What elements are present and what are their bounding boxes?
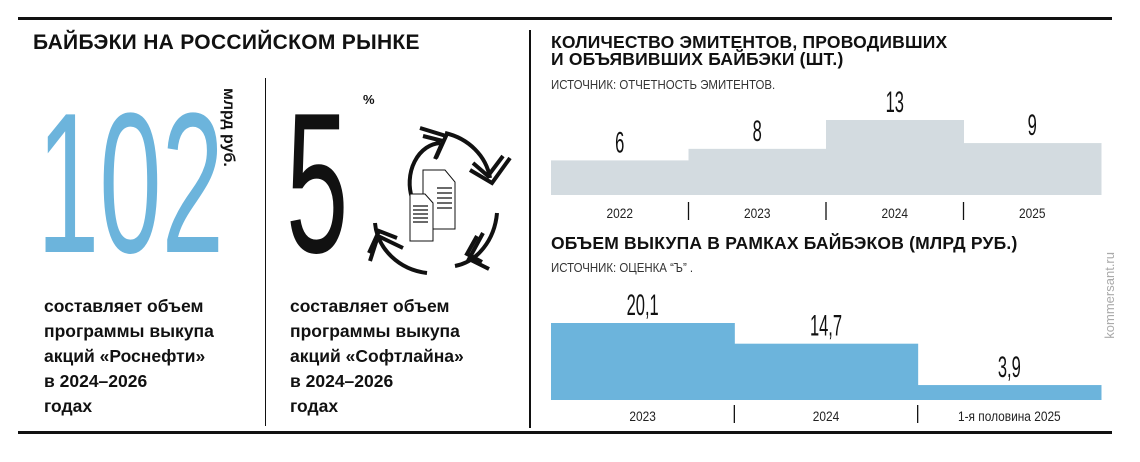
bar-2025: [963, 143, 1102, 195]
bottom-rule: [18, 431, 1112, 434]
top-rule: [18, 17, 1112, 20]
chart1-title-line: КОЛИЧЕСТВО ЭМИТЕНТОВ, ПРОВОДИВШИХ: [551, 32, 948, 52]
bar-2024: [826, 120, 964, 195]
data-label: 13: [886, 86, 904, 119]
bar-2024: [734, 343, 919, 400]
bar-1-я половина 2025: [917, 385, 1102, 400]
category-label: 2022: [607, 205, 633, 221]
category-label: 2024: [813, 408, 839, 424]
category-label: 2023: [629, 408, 655, 424]
bar-2023: [688, 148, 827, 195]
data-label: 6: [615, 126, 624, 159]
chart2-title-line: ОБЪЕМ ВЫКУПА В РАМКАХ БАЙБЭКОВ (МЛРД РУБ…: [551, 233, 1018, 253]
bar-2023: [551, 323, 735, 400]
data-label: 3,9: [998, 351, 1021, 384]
data-label: 14,7: [810, 310, 842, 343]
chart1-title-line: И ОБЪЯВИВШИХ БАЙБЭКИ (ШТ.): [551, 49, 844, 69]
category-label: 2024: [882, 205, 908, 221]
data-label: 9: [1028, 109, 1037, 142]
chart2-title: ОБЪЕМ ВЫКУПА В РАМКАХ БАЙБЭКОВ (МЛРД РУБ…: [551, 233, 1018, 253]
data-label: 20,1: [627, 289, 659, 322]
bar-2022: [551, 160, 689, 195]
chart2-source: ИСТОЧНИК: ОЦЕНКА “Ъ” .: [551, 260, 694, 275]
category-label: 2025: [1019, 205, 1045, 221]
stat-value-rosneft: 102: [37, 72, 224, 295]
chart1-source: ИСТОЧНИК: ОТЧЕТНОСТЬ ЭМИТЕНТОВ.: [551, 77, 776, 92]
data-label: 8: [753, 115, 762, 148]
stat-description-rosneft: составляет объем программы выкупа акций …: [44, 296, 214, 416]
stat-value-softline: 5: [286, 72, 349, 295]
stat-divider: [265, 78, 266, 426]
column-divider: [529, 30, 531, 428]
page-title: БАЙБЭКИ НА РОССИЙСКОМ РЫНКЕ: [33, 31, 420, 54]
document-cycle-arrows-icon: [367, 126, 512, 275]
stat-unit-softline: %: [363, 92, 375, 107]
category-label: 1-я половина 2025: [958, 408, 1061, 424]
chart1-title: КОЛИЧЕСТВО ЭМИТЕНТОВ, ПРОВОДИВШИХ И ОБЪЯ…: [551, 32, 948, 69]
stat-description-softline: составляет объем программы выкупа акций …: [290, 296, 464, 416]
category-label: 2023: [744, 205, 770, 221]
watermark: kommersant.ru: [1102, 252, 1117, 339]
